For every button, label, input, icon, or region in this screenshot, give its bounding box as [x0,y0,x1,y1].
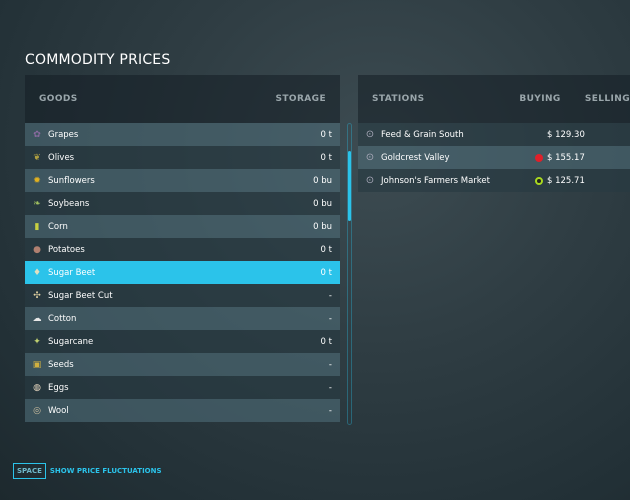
page-title: COMMODITY PRICES [25,52,171,68]
scrollbar-thumb[interactable] [348,151,351,221]
goods-scrollbar[interactable] [347,123,352,425]
selling-column-header: SELLING [584,94,630,104]
corn-icon: ▮ [34,221,40,232]
cotton-icon: ☁ [32,313,42,324]
soybeans-icon: ❧ [33,198,41,209]
goods-storage: - [328,405,332,416]
goods-storage: 0 t [320,244,332,255]
goods-row[interactable]: ☁ Cotton - [25,307,340,330]
station-row[interactable]: ⊙ Feed & Grain South $ 129.30 [358,123,630,146]
buying-column-header: BUYING [519,94,561,104]
goods-row[interactable]: ◎ Wool - [25,399,340,422]
buying-price: $ 129.30 [547,129,585,140]
sugar-beet-icon: ♦ [32,267,42,278]
goods-row[interactable]: ● Potatoes 0 t [25,238,340,261]
goods-name: Corn [48,221,68,232]
price-trend-red-icon [535,153,543,162]
grapes-icon: ✿ [33,129,41,140]
station-name: Goldcrest Valley [381,152,450,163]
stations-header: STATIONS BUYING SELLING [358,75,630,123]
goods-storage: - [328,290,332,301]
goods-row[interactable]: ▣ Seeds - [25,353,340,376]
goods-storage: - [328,313,332,324]
sugarcane-icon: ✦ [33,336,41,347]
station-row[interactable]: ⊙ Johnson's Farmers Market $ 125.71 [358,169,630,192]
goods-row[interactable]: ❧ Soybeans 0 bu [25,192,340,215]
goods-storage: 0 t [320,129,332,140]
station-name: Feed & Grain South [381,129,464,140]
goods-storage: 0 bu [313,221,332,232]
station-locate-icon[interactable]: ⊙ [365,152,375,163]
goods-name: Seeds [48,359,74,370]
buying-price: $ 125.71 [547,175,585,186]
goods-row[interactable]: ♦ Sugar Beet 0 t [25,261,340,284]
wool-icon: ◎ [33,405,41,416]
goods-name: Olives [48,152,75,163]
sunflower-icon: ✹ [33,175,41,186]
show-price-fluctuations-label: SHOW PRICE FLUCTUATIONS [49,467,162,475]
goods-storage: 0 t [320,152,332,163]
potatoes-icon: ● [33,244,41,255]
goods-storage: 0 bu [313,175,332,186]
goods-row[interactable]: ◍ Eggs - [25,376,340,399]
station-name: Johnson's Farmers Market [381,175,490,186]
goods-row[interactable]: ✹ Sunflowers 0 bu [25,169,340,192]
goods-header: GOODS STORAGE [25,75,340,123]
goods-name: Sunflowers [48,175,95,186]
goods-panel: GOODS STORAGE ✿ Grapes 0 t ❦ Olives 0 t ✹ Sunfl… [25,75,340,422]
stations-panel: STATIONS BUYING SELLING ⊙ Feed & Grain So… [358,75,630,192]
goods-name: Cotton [48,313,77,324]
station-list: ⊙ Feed & Grain South $ 129.30 ⊙ Goldcrest Va… [358,123,630,192]
goods-storage: 0 t [320,267,332,278]
space-key-hint: SPACE [13,463,46,479]
goods-column-header: GOODS [39,94,78,104]
buying-price: $ 155.17 [547,152,585,163]
stations-column-header: STATIONS [372,94,425,104]
storage-column-header: STORAGE [275,94,326,104]
goods-row[interactable]: ✣ Sugar Beet Cut - [25,284,340,307]
price-trend-green-icon [535,176,543,185]
goods-storage: - [328,359,332,370]
olives-icon: ❦ [33,152,41,163]
sugar-beet-cut-icon: ✣ [33,290,41,301]
station-locate-icon[interactable]: ⊙ [365,129,375,140]
seeds-icon: ▣ [32,359,42,370]
goods-row[interactable]: ❦ Olives 0 t [25,146,340,169]
goods-name: Sugar Beet [48,267,96,278]
goods-row[interactable]: ✦ Sugarcane 0 t [25,330,340,353]
show-price-fluctuations-button[interactable]: SPACE SHOW PRICE FLUCTUATIONS [13,463,162,479]
goods-name: Grapes [48,129,79,140]
goods-storage: 0 bu [313,198,332,209]
goods-name: Soybeans [48,198,90,209]
goods-row[interactable]: ▮ Corn 0 bu [25,215,340,238]
goods-name: Sugar Beet Cut [48,290,113,301]
goods-list: ✿ Grapes 0 t ❦ Olives 0 t ✹ Sunflowers 0 bu ❧ Soyb… [25,123,340,422]
station-locate-icon[interactable]: ⊙ [365,175,375,186]
goods-name: Sugarcane [48,336,94,347]
goods-storage: - [328,382,332,393]
goods-name: Eggs [48,382,69,393]
goods-name: Wool [48,405,69,416]
goods-storage: 0 t [320,336,332,347]
eggs-icon: ◍ [33,382,41,393]
goods-name: Potatoes [48,244,85,255]
station-row[interactable]: ⊙ Goldcrest Valley $ 155.17 [358,146,630,169]
goods-row[interactable]: ✿ Grapes 0 t [25,123,340,146]
